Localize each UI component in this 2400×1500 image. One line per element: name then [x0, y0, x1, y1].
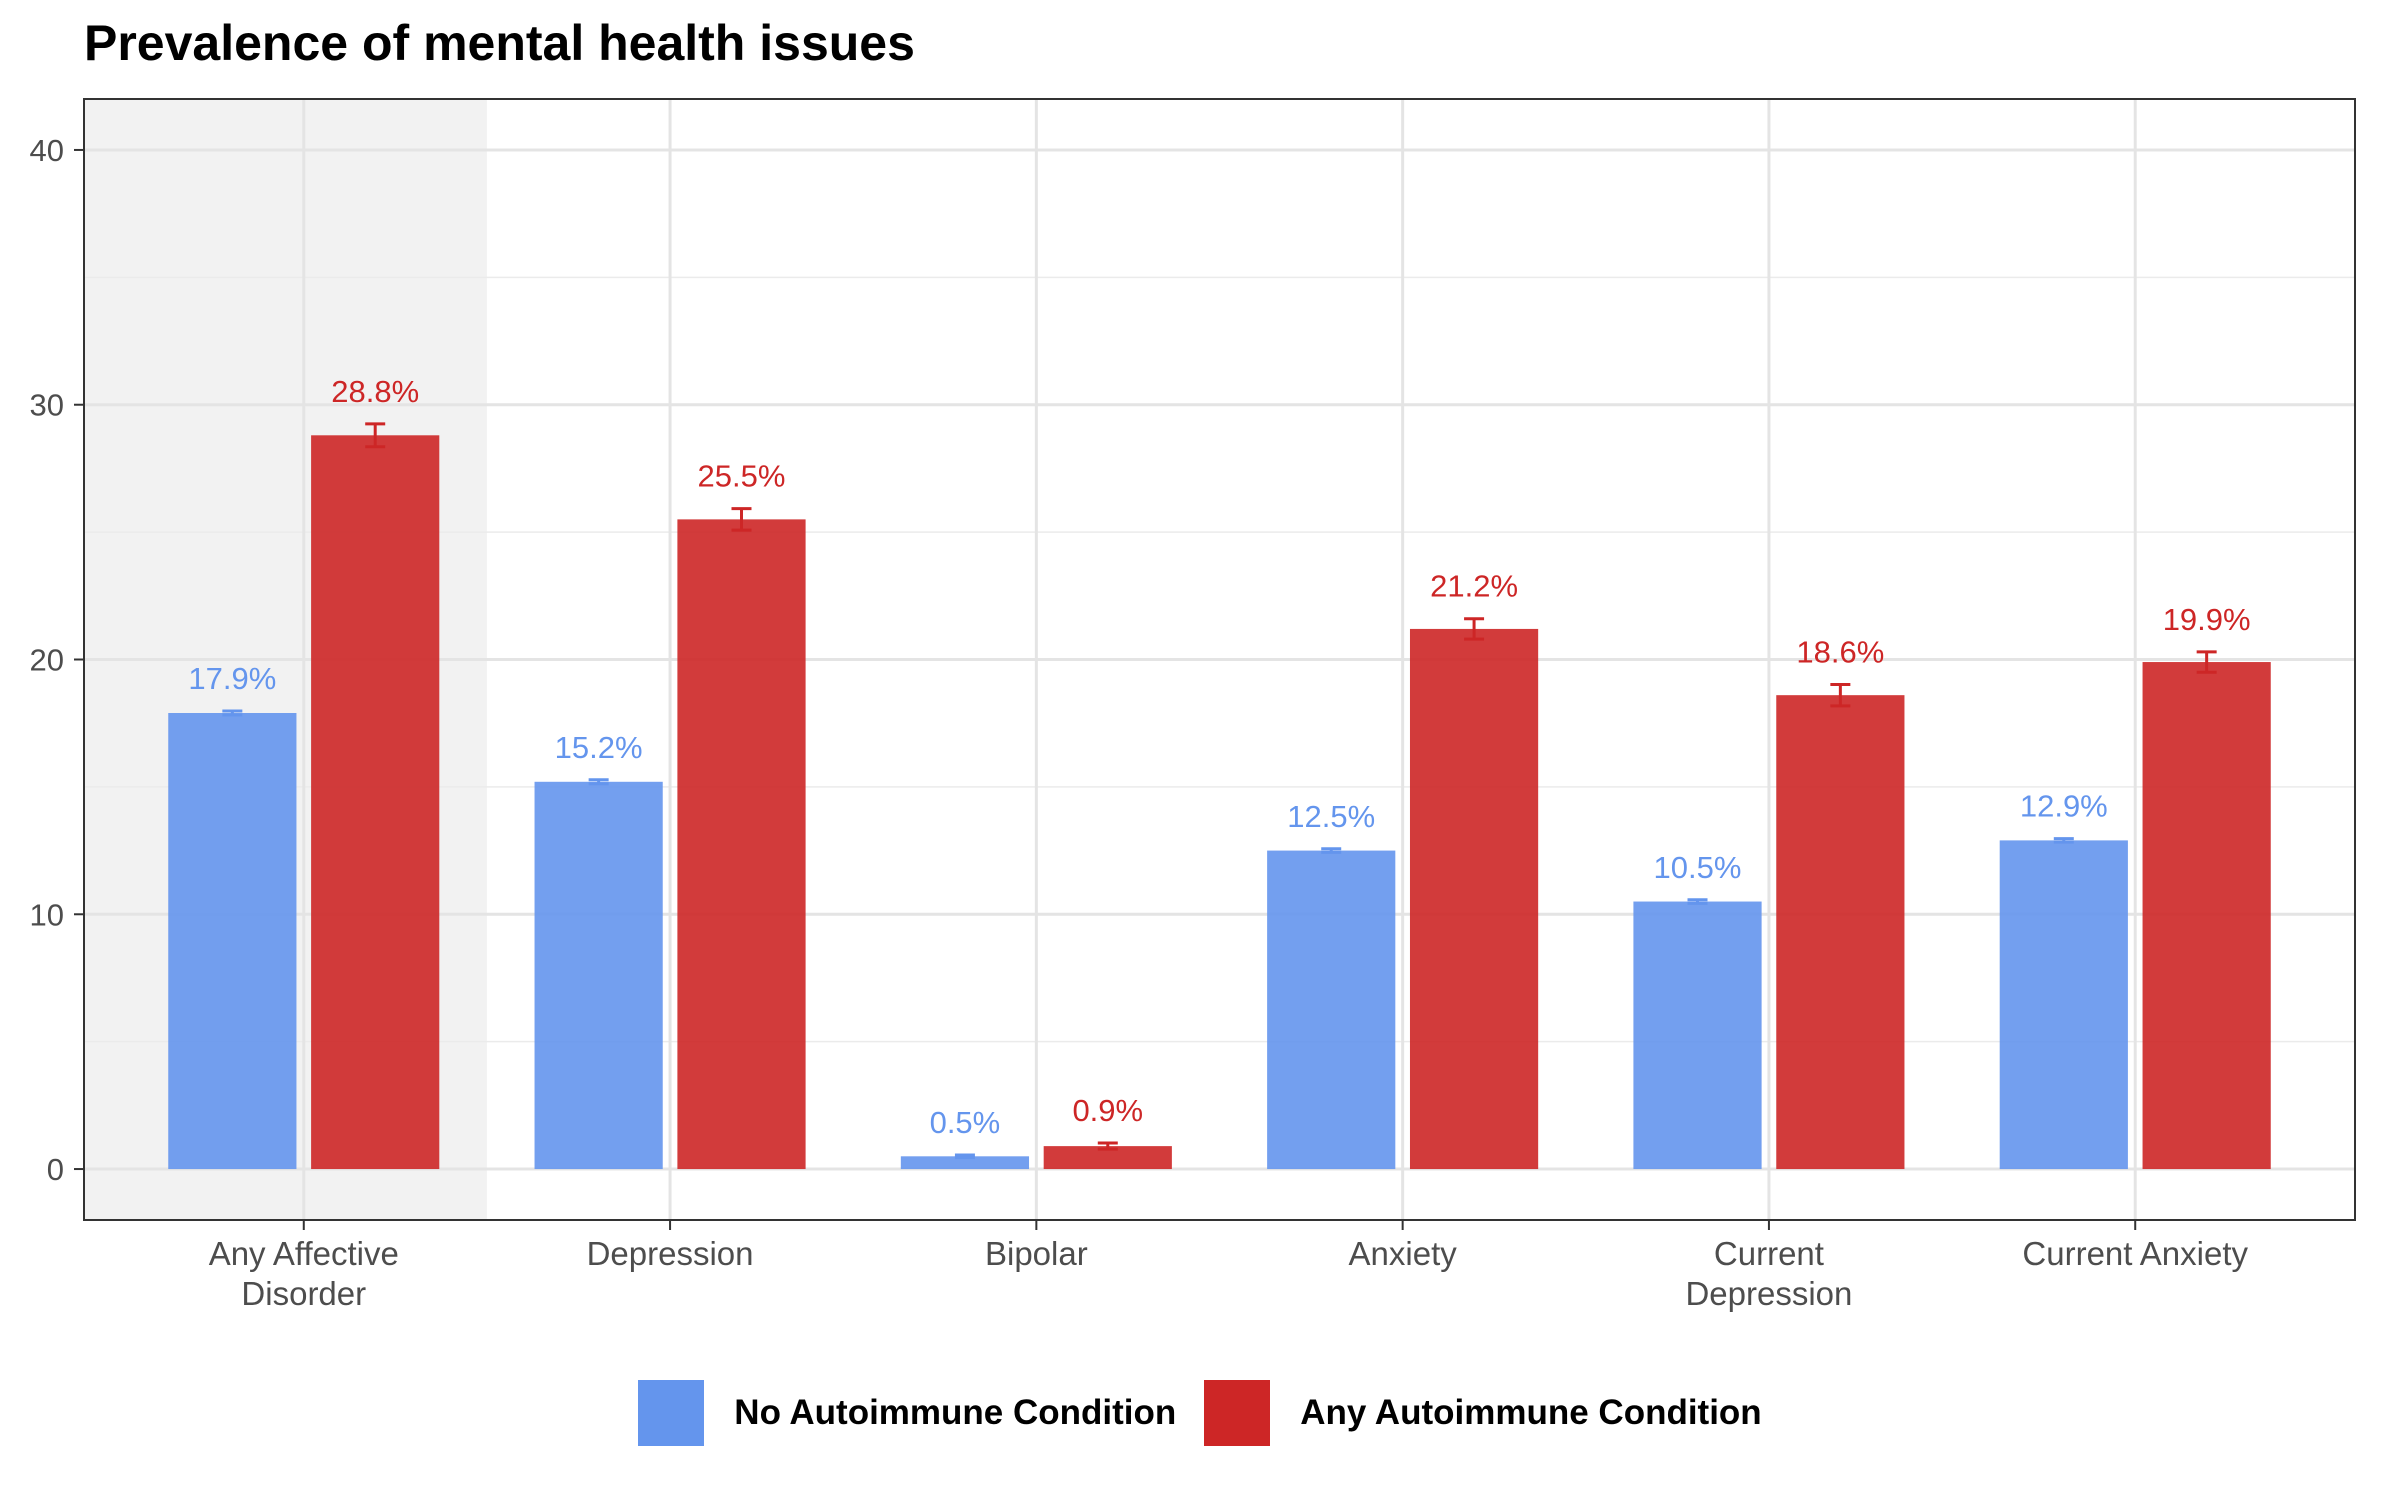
data-label-any-autoimmune-condition-any-affective-disorder: 28.8% [331, 374, 419, 409]
data-label-no-autoimmune-condition-depression: 15.2% [555, 730, 643, 765]
data-label-any-autoimmune-condition-current-depression: 18.6% [1796, 634, 1884, 669]
errorbar-any-autoimmune-condition-any-affective-disorder [365, 422, 386, 449]
bar-any-autoimmune-condition-anxiety [1409, 628, 1539, 1170]
errorbar-no-autoimmune-condition-current-anxiety [2053, 837, 2074, 844]
bar-any-autoimmune-condition-current-depression [1776, 695, 1905, 1170]
bar-no-autoimmune-condition-anxiety [1267, 850, 1396, 1170]
legend-label-any-autoimmune: Any Autoimmune Condition [1300, 1393, 1762, 1432]
bar-any-autoimmune-condition-depression [677, 519, 806, 1170]
y-tick-label: 40 [30, 133, 64, 168]
errorbar-no-autoimmune-condition-depression [588, 778, 609, 786]
errorbar-no-autoimmune-condition-anxiety [1321, 847, 1342, 854]
data-label-no-autoimmune-condition-bipolar: 0.5% [930, 1105, 1001, 1140]
bar-any-autoimmune-condition-any-affective-disorder [311, 435, 440, 1170]
data-label-any-autoimmune-condition-depression: 25.5% [698, 459, 786, 494]
errorbar-no-autoimmune-condition-any-affective-disorder [222, 709, 243, 717]
y-tick-label: 30 [30, 388, 64, 423]
bar-no-autoimmune-condition-depression [534, 781, 663, 1170]
legend-label-no-autoimmune: No Autoimmune Condition [734, 1393, 1177, 1432]
chart-title: Prevalence of mental health issues [84, 15, 915, 71]
data-label-any-autoimmune-condition-anxiety: 21.2% [1430, 569, 1518, 604]
bar-no-autoimmune-condition-any-affective-disorder [168, 713, 297, 1170]
bar-any-autoimmune-condition-current-anxiety [2142, 662, 2271, 1170]
errorbar-any-autoimmune-condition-bipolar [1097, 1141, 1118, 1151]
y-tick-label: 10 [30, 897, 64, 932]
legend-swatch-any-autoimmune [1204, 1380, 1271, 1446]
bar-any-autoimmune-condition-bipolar [1043, 1146, 1172, 1170]
y-tick-label: 20 [30, 643, 64, 678]
x-tick-label-depression: Depression [587, 1235, 754, 1272]
legend-item-any-autoimmune: Any Autoimmune Condition [1204, 1380, 1762, 1446]
y-tick-label: 0 [47, 1152, 64, 1187]
errorbar-no-autoimmune-condition-bipolar [954, 1153, 975, 1160]
legend: No Autoimmune Condition Any Autoimmune C… [0, 1380, 2400, 1446]
data-label-no-autoimmune-condition-any-affective-disorder: 17.9% [188, 661, 276, 696]
legend-swatch-no-autoimmune [638, 1380, 705, 1446]
errorbar-any-autoimmune-condition-depression [731, 507, 752, 532]
x-tick-label-any-affective-disorder: Any Affective [209, 1235, 399, 1272]
bar-no-autoimmune-condition-bipolar [900, 1156, 1030, 1170]
data-label-any-autoimmune-condition-bipolar: 0.9% [1072, 1093, 1143, 1128]
bar-no-autoimmune-condition-current-anxiety [1999, 840, 2128, 1170]
data-label-no-autoimmune-condition-current-depression: 10.5% [1654, 850, 1742, 885]
errorbar-any-autoimmune-condition-current-depression [1830, 682, 1851, 708]
errorbar-any-autoimmune-condition-current-anxiety [2196, 650, 2217, 674]
x-tick-label-current-depression: Depression [1685, 1275, 1852, 1312]
bar-no-autoimmune-condition-current-depression [1633, 901, 1762, 1170]
x-tick-label-any-affective-disorder: Disorder [241, 1275, 366, 1312]
x-tick-label-anxiety: Anxiety [1349, 1235, 1458, 1272]
data-label-no-autoimmune-condition-anxiety: 12.5% [1287, 799, 1375, 834]
x-tick-label-current-depression: Current [1714, 1235, 1824, 1272]
errorbar-no-autoimmune-condition-current-depression [1687, 898, 1708, 905]
legend-item-no-autoimmune: No Autoimmune Condition [638, 1380, 1176, 1446]
data-label-no-autoimmune-condition-current-anxiety: 12.9% [2020, 789, 2108, 824]
x-tick-label-current-anxiety: Current Anxiety [2022, 1235, 2248, 1272]
errorbar-any-autoimmune-condition-anxiety [1464, 617, 1485, 641]
data-label-any-autoimmune-condition-current-anxiety: 19.9% [2163, 602, 2251, 637]
x-tick-label-bipolar: Bipolar [985, 1235, 1088, 1272]
